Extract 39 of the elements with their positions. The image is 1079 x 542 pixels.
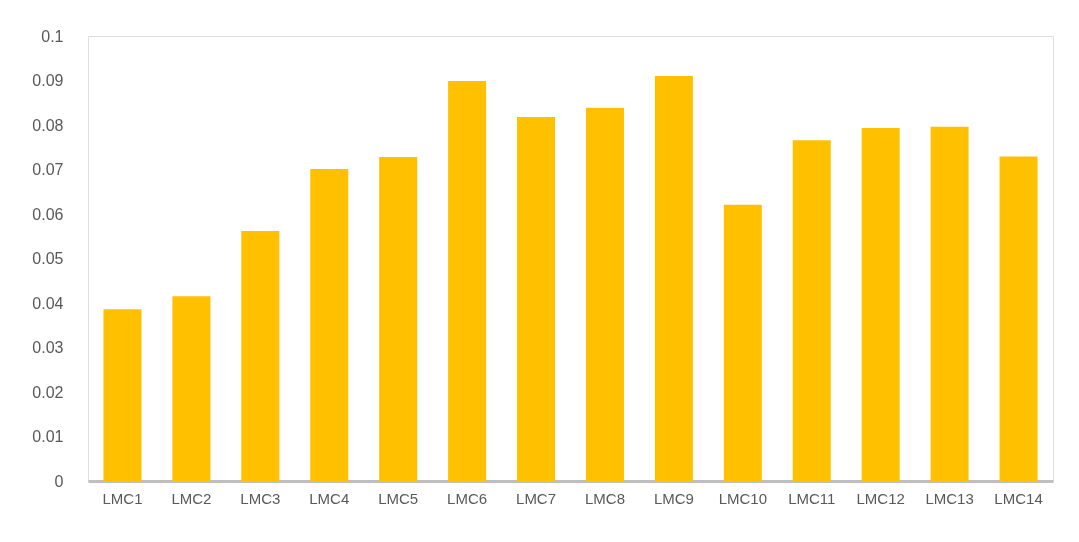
bar [241, 230, 280, 481]
bar [517, 116, 556, 481]
y-tick-label: 0.02 [32, 383, 64, 401]
x-tick-label: LMC10 [718, 489, 767, 507]
x-tick-label: LMC12 [856, 489, 905, 507]
bar [585, 107, 624, 481]
x-tick-label: LMC1 [102, 489, 143, 507]
x-tick-label: LMC4 [309, 489, 350, 507]
bar [723, 204, 762, 481]
bar [172, 296, 211, 481]
bar [379, 157, 418, 481]
y-tick-label: 0.04 [32, 294, 64, 312]
y-tick-label: 0.09 [32, 72, 64, 89]
bar [792, 140, 831, 481]
y-tick-label: 0.01 [32, 428, 64, 445]
y-tick-label: 0.05 [32, 250, 64, 267]
x-tick-label: LMC5 [378, 489, 419, 507]
y-tick-label: 0.1 [41, 27, 64, 45]
x-tick-label: LMC2 [171, 489, 212, 507]
x-tick-label: LMC3 [240, 489, 281, 507]
y-tick-label: 0.03 [32, 339, 64, 356]
bar [654, 76, 693, 481]
x-tick-label: LMC11 [788, 489, 836, 507]
bar [448, 80, 487, 481]
x-tick-label: LMC6 [447, 489, 488, 507]
bar [310, 169, 349, 481]
x-tick-label: LMC13 [925, 489, 974, 507]
y-tick-label: 0.06 [32, 205, 64, 223]
bar [861, 128, 900, 481]
x-tick-label: LMC8 [584, 489, 625, 507]
bar [103, 309, 142, 481]
y-tick-label: 0.07 [32, 161, 64, 178]
y-tick-label: 0 [54, 472, 64, 490]
bar [930, 126, 969, 481]
x-tick-label: LMC9 [653, 489, 694, 507]
x-tick-label: LMC14 [994, 489, 1043, 507]
y-tick-label: 0.08 [32, 116, 64, 134]
x-tick-label: LMC7 [516, 489, 557, 507]
bar [999, 156, 1038, 481]
